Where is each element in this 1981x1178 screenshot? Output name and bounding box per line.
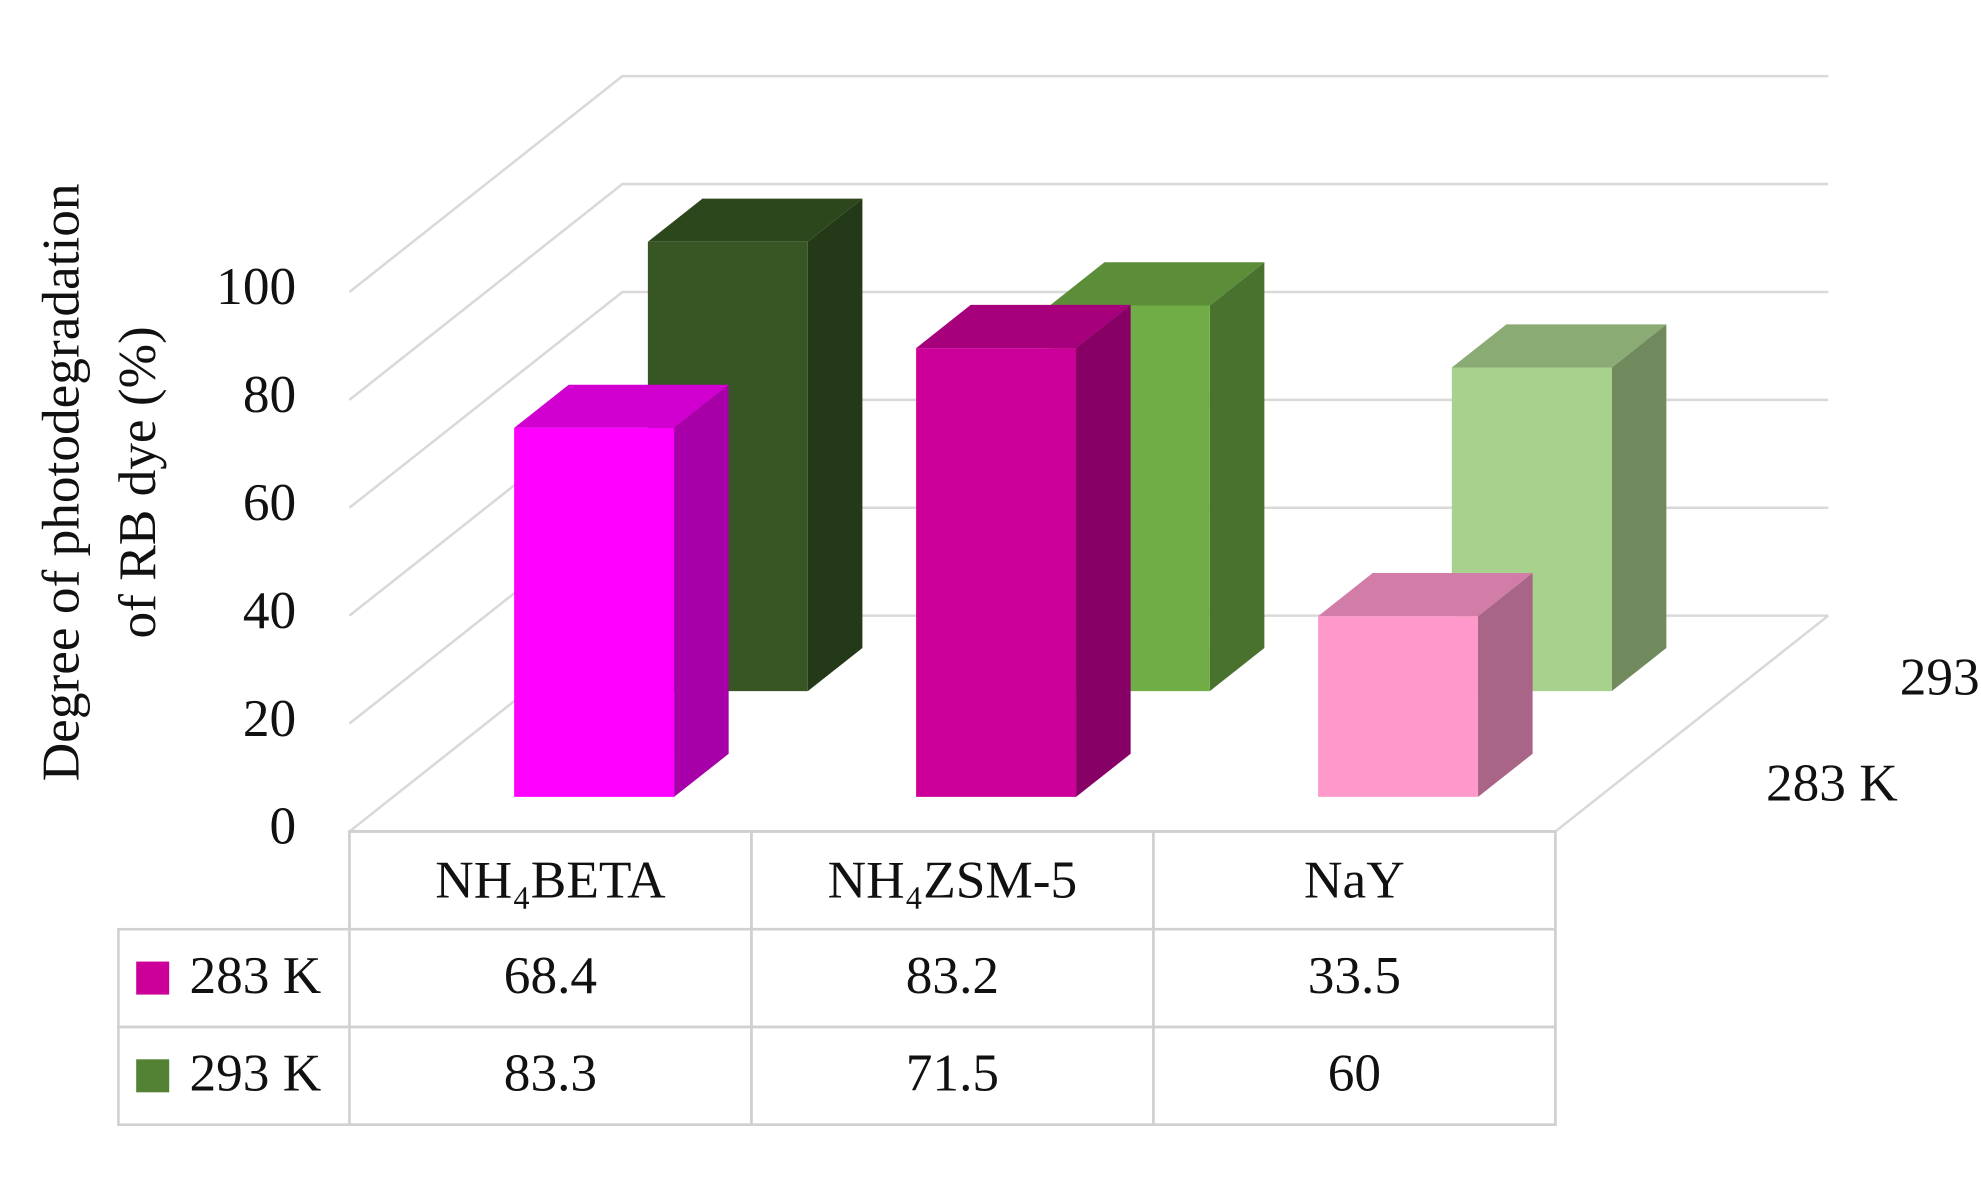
depth-axis-label: 293 K [1900,647,1981,707]
bar-side [1478,573,1533,797]
bar-side [1209,262,1265,692]
y-tick-label: 80 [243,364,296,424]
table-value: 83.3 [504,1043,597,1103]
grid-line [348,182,1829,401]
bar-side [1611,324,1667,692]
y-axis-title: Degree of photodegradation [31,183,91,781]
legend-swatch [136,1059,170,1093]
table-cell [117,1025,1557,1126]
table-value: 68.4 [504,945,597,1005]
table-value: 60 [1328,1043,1381,1103]
bar-side [674,384,729,797]
x-tick-label: NH₄ZSM-5 [828,850,1078,910]
table-value: 33.5 [1308,945,1401,1005]
y-tick-label: 20 [243,688,296,748]
bar-top [916,304,1131,349]
table-value: 83.2 [906,945,999,1005]
bar-side [1076,304,1131,797]
bar [1318,616,1479,797]
x-tick-label: NaY [1304,850,1405,910]
bar-side [807,198,863,692]
y-tick-label: 0 [269,796,296,856]
bar-top [1318,573,1533,617]
bar-top [1451,324,1667,368]
grid-line [348,74,1829,293]
bar [916,348,1077,797]
legend-swatch [136,961,170,995]
legend-label: 293 K [190,1043,322,1103]
bar-top [514,384,729,428]
bar-top [647,198,863,242]
grid-line [348,290,1829,509]
bar [514,427,675,797]
y-tick-label: 40 [243,580,296,640]
x-tick-label: NH₄BETA [435,850,666,910]
legend-label: 283 K [190,945,322,1005]
table-value: 71.5 [906,1043,999,1103]
y-axis-title: of RB dye (%) [107,326,167,638]
bar-top [1049,262,1265,306]
y-tick-label: 100 [216,256,296,316]
y-tick-label: 60 [243,472,296,532]
depth-axis-label: 283 K [1766,752,1898,812]
